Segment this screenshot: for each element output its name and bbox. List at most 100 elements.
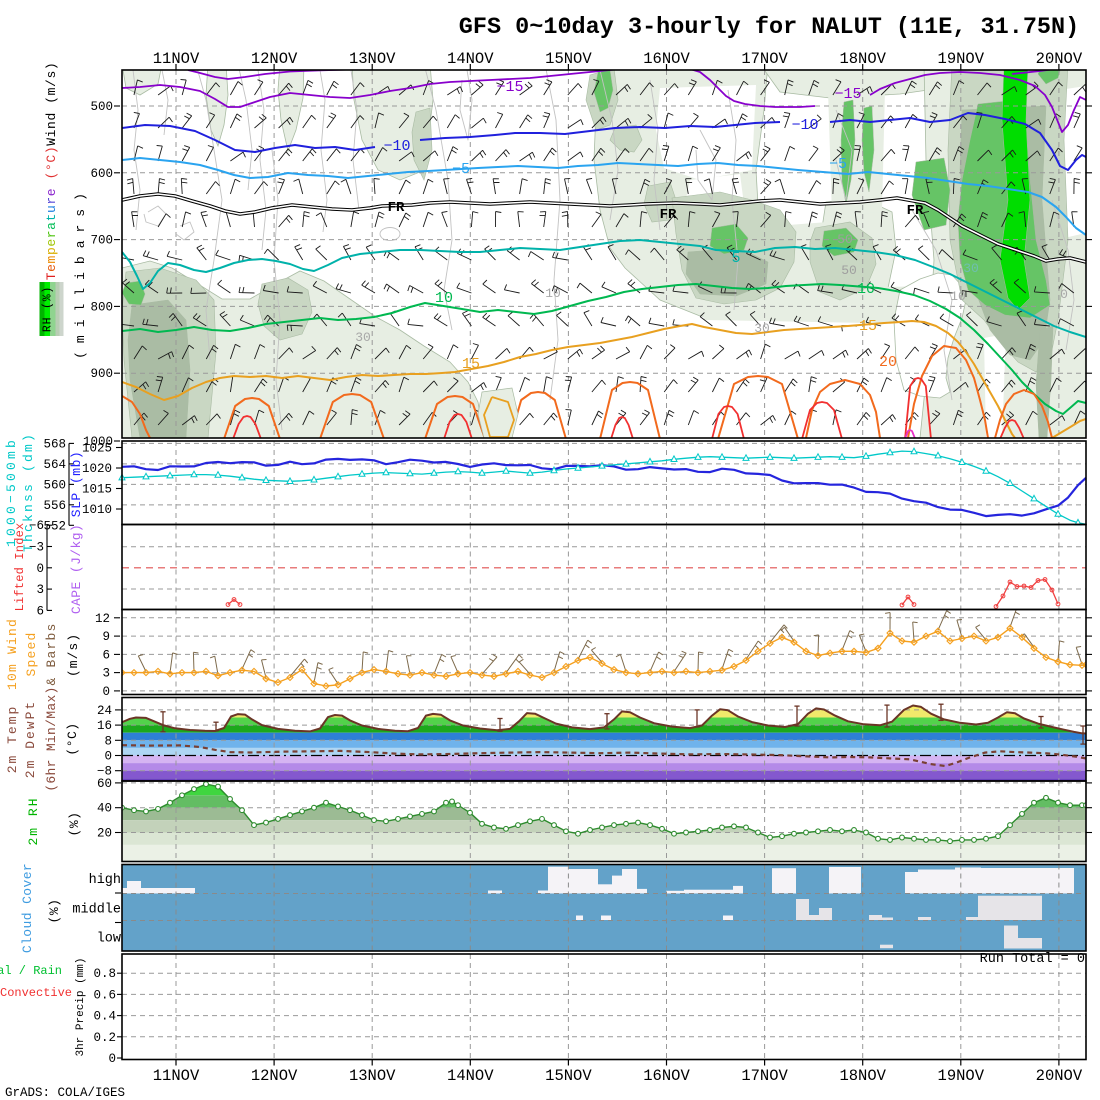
svg-text:5: 5 — [731, 250, 740, 267]
svg-text:564: 564 — [43, 458, 66, 472]
svg-text:11NOV: 11NOV — [153, 1067, 200, 1085]
svg-text:19NOV: 19NOV — [938, 1067, 985, 1085]
svg-text:12: 12 — [95, 612, 110, 626]
svg-text:0: 0 — [36, 562, 44, 576]
svg-text:0.6: 0.6 — [93, 988, 116, 1002]
svg-text:556: 556 — [43, 499, 66, 513]
svg-text:3: 3 — [102, 667, 110, 681]
svg-text:10m Wind: 10m Wind — [5, 618, 20, 690]
svg-text:15: 15 — [859, 318, 877, 335]
svg-text:& Barbs: & Barbs — [44, 622, 59, 685]
svg-text:50: 50 — [841, 263, 857, 278]
svg-text:0: 0 — [108, 1052, 116, 1066]
svg-text:0: 0 — [104, 750, 112, 764]
svg-text:0.8: 0.8 — [93, 967, 116, 981]
svg-text:15NOV: 15NOV — [545, 50, 592, 68]
svg-text:RH (%): RH (%) — [42, 286, 55, 332]
svg-text:0: 0 — [102, 685, 110, 699]
svg-text:CAPE (J/kg): CAPE (J/kg) — [69, 524, 84, 614]
svg-text:30: 30 — [963, 261, 979, 276]
svg-text:12NOV: 12NOV — [251, 50, 298, 68]
svg-text:Total / Rain: Total / Rain — [0, 964, 62, 978]
svg-text:−5: −5 — [829, 156, 847, 173]
svg-text:Lifted Index: Lifted Index — [13, 523, 27, 612]
svg-text:Convective: Convective — [0, 986, 72, 1000]
svg-text:−10: −10 — [383, 138, 410, 155]
svg-text:560: 560 — [43, 478, 66, 492]
svg-text:20: 20 — [97, 827, 112, 841]
svg-text:0.2: 0.2 — [93, 1031, 116, 1045]
svg-text:6: 6 — [102, 648, 110, 662]
svg-text:0.4: 0.4 — [93, 1010, 116, 1024]
svg-text:1025: 1025 — [82, 442, 112, 456]
svg-text:1000−500mb: 1000−500mb — [4, 437, 19, 547]
svg-text:24: 24 — [97, 704, 112, 718]
svg-text:10: 10 — [950, 289, 966, 304]
svg-text:FR: FR — [388, 200, 405, 216]
svg-text:50: 50 — [837, 232, 853, 247]
svg-text:(6hr Min/Max): (6hr Min/Max) — [44, 686, 59, 791]
svg-text:−5: −5 — [452, 161, 470, 178]
svg-text:−15: −15 — [496, 79, 523, 96]
svg-text:2m Temp: 2m Temp — [5, 705, 20, 774]
svg-text:20NOV: 20NOV — [1036, 50, 1083, 68]
svg-text:−15: −15 — [834, 86, 861, 103]
svg-text:3hr Precip (mm): 3hr Precip (mm) — [75, 957, 87, 1056]
svg-text:14NOV: 14NOV — [447, 50, 494, 68]
svg-text:0: 0 — [1060, 287, 1068, 302]
svg-text:−8: −8 — [97, 765, 112, 779]
svg-text:GrADS: COLA/IGES: GrADS: COLA/IGES — [5, 1086, 125, 1100]
svg-text:15: 15 — [462, 356, 480, 373]
svg-text:−6: −6 — [29, 519, 44, 533]
svg-text:1020: 1020 — [82, 462, 112, 476]
svg-text:Run Total = 0: Run Total = 0 — [980, 952, 1085, 967]
svg-text:Temperature (°C)Wind (m/s): Temperature (°C)Wind (m/s) — [44, 62, 59, 281]
svg-text:(m/s): (m/s) — [66, 633, 81, 677]
svg-text:FR: FR — [907, 203, 924, 219]
svg-text:(%): (%) — [67, 812, 82, 837]
svg-text:−10: −10 — [791, 117, 818, 134]
svg-text:20: 20 — [879, 354, 897, 371]
svg-text:9: 9 — [102, 630, 110, 644]
svg-text:8: 8 — [104, 734, 112, 748]
svg-text:Thcknss (dm): Thcknss (dm) — [21, 432, 36, 552]
svg-text:6: 6 — [36, 604, 44, 618]
svg-text:1010: 1010 — [82, 503, 112, 517]
svg-text:568: 568 — [43, 437, 66, 451]
svg-text:1015: 1015 — [82, 483, 112, 497]
svg-text:SLP (mb): SLP (mb) — [69, 451, 84, 517]
svg-text:40: 40 — [97, 802, 112, 816]
svg-text:−3: −3 — [29, 541, 44, 555]
svg-text:Speed: Speed — [24, 631, 39, 676]
svg-text:middle: middle — [72, 903, 121, 918]
svg-text:high: high — [89, 873, 121, 888]
svg-text:13NOV: 13NOV — [349, 1067, 396, 1085]
svg-text:16NOV: 16NOV — [643, 50, 690, 68]
svg-text:19NOV: 19NOV — [938, 50, 985, 68]
svg-text:30: 30 — [754, 321, 770, 336]
svg-text:(millibars): (millibars) — [73, 185, 88, 359]
svg-text:552: 552 — [43, 519, 66, 533]
svg-text:16NOV: 16NOV — [643, 1067, 690, 1085]
svg-text:500: 500 — [90, 100, 113, 114]
svg-text:10: 10 — [435, 290, 453, 307]
svg-text:Cloud Cover: Cloud Cover — [20, 863, 35, 953]
svg-text:2m DewPt: 2m DewPt — [23, 700, 38, 778]
svg-text:13NOV: 13NOV — [349, 50, 396, 68]
svg-text:(%): (%) — [47, 899, 62, 924]
svg-text:15NOV: 15NOV — [545, 1067, 592, 1085]
svg-text:16: 16 — [97, 719, 112, 733]
svg-text:11NOV: 11NOV — [153, 50, 200, 68]
svg-text:800: 800 — [90, 300, 113, 314]
svg-text:18NOV: 18NOV — [839, 1067, 886, 1085]
svg-text:18NOV: 18NOV — [839, 50, 886, 68]
svg-text:10: 10 — [545, 286, 561, 301]
svg-text:GFS 0~10day 3-hourly for NALUT: GFS 0~10day 3-hourly for NALUT (11E, 31.… — [459, 14, 1080, 41]
svg-text:600: 600 — [90, 167, 113, 181]
svg-text:17NOV: 17NOV — [741, 50, 788, 68]
svg-text:10: 10 — [857, 281, 875, 298]
svg-text:700: 700 — [90, 234, 113, 248]
svg-text:12NOV: 12NOV — [251, 1067, 298, 1085]
svg-text:2m RH: 2m RH — [26, 796, 41, 845]
svg-text:(°C): (°C) — [65, 722, 80, 755]
